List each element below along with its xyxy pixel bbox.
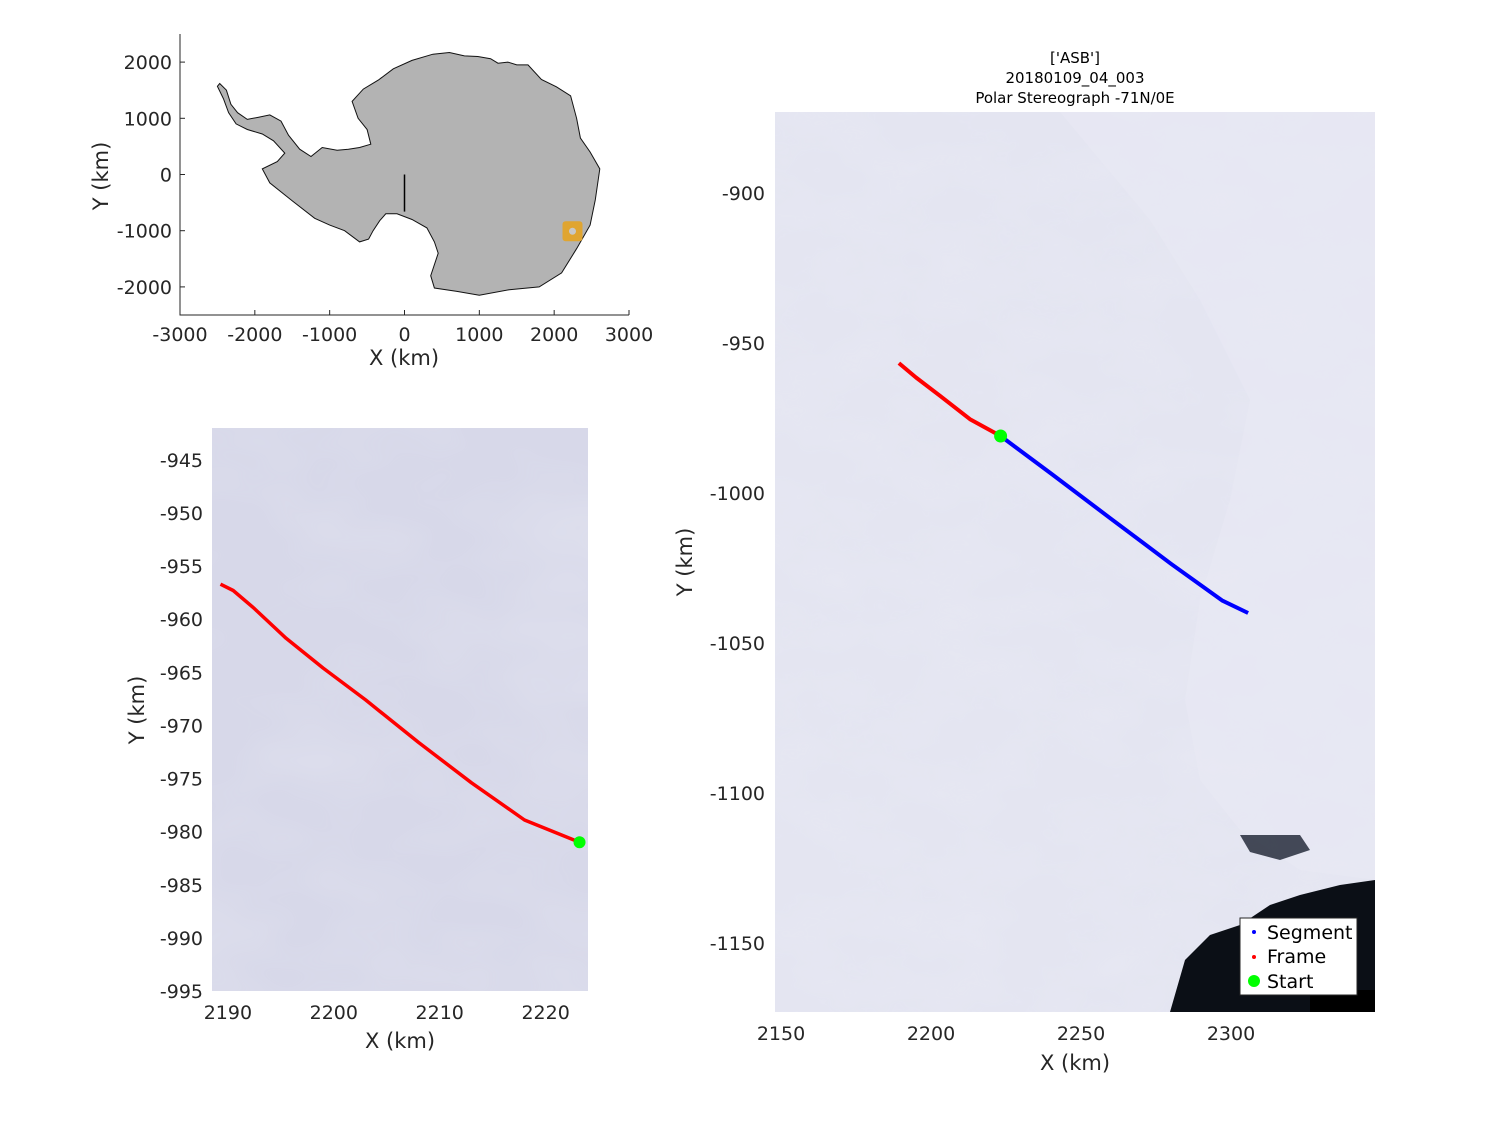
y-tick-label: -955 xyxy=(160,556,203,578)
y-tick-label: -990 xyxy=(160,928,203,950)
segment-y-ticks: -900 -950 -1000 -1050 -1100 -1150 xyxy=(710,183,765,955)
y-tick-label: 0 xyxy=(160,165,172,187)
y-tick-label: -1150 xyxy=(710,933,765,955)
satellite-imagery xyxy=(775,112,1375,1012)
x-tick-label: -1000 xyxy=(302,324,357,346)
overview-x-label: X (km) xyxy=(369,346,439,370)
y-tick-label: -965 xyxy=(160,662,203,684)
segment-map-title-line-2: 20180109_04_003 xyxy=(1005,69,1144,88)
x-tick-label: 3000 xyxy=(605,324,653,346)
y-tick-label: -985 xyxy=(160,875,203,897)
y-tick-label: 2000 xyxy=(124,52,172,74)
frame-start-marker xyxy=(573,836,586,849)
segment-frame-track-line xyxy=(897,361,1002,438)
segment-map-title-line-1: ['ASB'] xyxy=(1050,49,1100,67)
legend-segment-label: Segment xyxy=(1267,922,1353,944)
y-tick-label: -950 xyxy=(722,333,765,355)
antarctica-outline xyxy=(216,51,601,296)
frame-imagery-texture xyxy=(212,428,588,991)
overview-y-label: Y (km) xyxy=(89,142,113,212)
y-tick-label: 1000 xyxy=(124,108,172,130)
segment-map-title-line-3: Polar Stereograph -71N/0E xyxy=(975,89,1174,107)
y-tick-label: -1000 xyxy=(710,483,765,505)
x-tick-label: -3000 xyxy=(152,324,207,346)
x-tick-label: 0 xyxy=(398,324,410,346)
frame-y-label: Y (km) xyxy=(125,676,149,746)
y-tick-label: -960 xyxy=(160,609,203,631)
segment-x-label: X (km) xyxy=(1040,1051,1110,1075)
segment-start-marker xyxy=(994,429,1008,443)
y-tick-label: -980 xyxy=(160,822,203,844)
legend-frame-label: Frame xyxy=(1267,946,1326,968)
y-tick-label: -950 xyxy=(160,503,203,525)
y-tick-label: -970 xyxy=(160,715,203,737)
sea-ice-fragments xyxy=(1240,835,1310,860)
legend-start-marker xyxy=(1248,975,1260,987)
x-tick-label: 2300 xyxy=(1207,1023,1255,1045)
frame-track-line xyxy=(219,582,581,844)
y-tick-label: -945 xyxy=(160,450,203,472)
y-tick-label: -1000 xyxy=(117,221,172,243)
frame-y-ticks: -945 -950 -955 -960 -965 -970 -975 -980 -985 -990… xyxy=(160,450,203,1003)
x-tick-label: 2210 xyxy=(416,1002,464,1024)
segment-location-dot xyxy=(568,226,578,236)
y-tick-label: -995 xyxy=(160,981,203,1003)
x-tick-label: 2200 xyxy=(907,1023,955,1045)
y-tick-label: -1100 xyxy=(710,783,765,805)
x-tick-label: 2000 xyxy=(530,324,578,346)
overview-x-ticks: -3000 -2000 -1000 0 1000 2000 3000 xyxy=(152,310,653,346)
overview-y-ticks: 2000 1000 0 -1000 -2000 xyxy=(117,52,185,299)
segment-track-line xyxy=(999,434,1249,615)
x-tick-label: 2220 xyxy=(521,1002,569,1024)
overview-map: -3000 -2000 -1000 0 1000 2000 3000 2000 1000 0 -1… xyxy=(89,34,653,370)
segment-y-label: Y (km) xyxy=(673,528,697,598)
ice-shelf-region xyxy=(1060,112,1375,880)
legend-start-label: Start xyxy=(1267,971,1313,993)
y-tick-label: -1050 xyxy=(710,633,765,655)
frame-x-ticks: 2190 2200 2210 2220 xyxy=(204,1002,570,1024)
legend-segment-marker xyxy=(1252,930,1256,934)
y-tick-label: -900 xyxy=(722,183,765,205)
x-tick-label: 2250 xyxy=(1057,1023,1105,1045)
legend: Segment Frame Start xyxy=(1239,917,1358,996)
frame-x-label: X (km) xyxy=(365,1029,435,1053)
x-tick-label: 2200 xyxy=(310,1002,358,1024)
x-tick-label: 1000 xyxy=(455,324,503,346)
segment-x-ticks: 2150 2200 2250 2300 xyxy=(757,1023,1255,1045)
y-tick-label: -2000 xyxy=(117,277,172,299)
segment-map: ['ASB'] 20180109_04_003 Polar Stereograp… xyxy=(673,49,1375,1075)
legend-frame-marker xyxy=(1252,955,1256,959)
y-tick-label: -975 xyxy=(160,769,203,791)
x-tick-label: -2000 xyxy=(227,324,282,346)
x-tick-label: 2150 xyxy=(757,1023,805,1045)
x-tick-label: 2190 xyxy=(204,1002,252,1024)
frame-detail-map: 2190 2200 2210 2220 -945 -950 -955 -960 -965 -97… xyxy=(125,428,588,1053)
